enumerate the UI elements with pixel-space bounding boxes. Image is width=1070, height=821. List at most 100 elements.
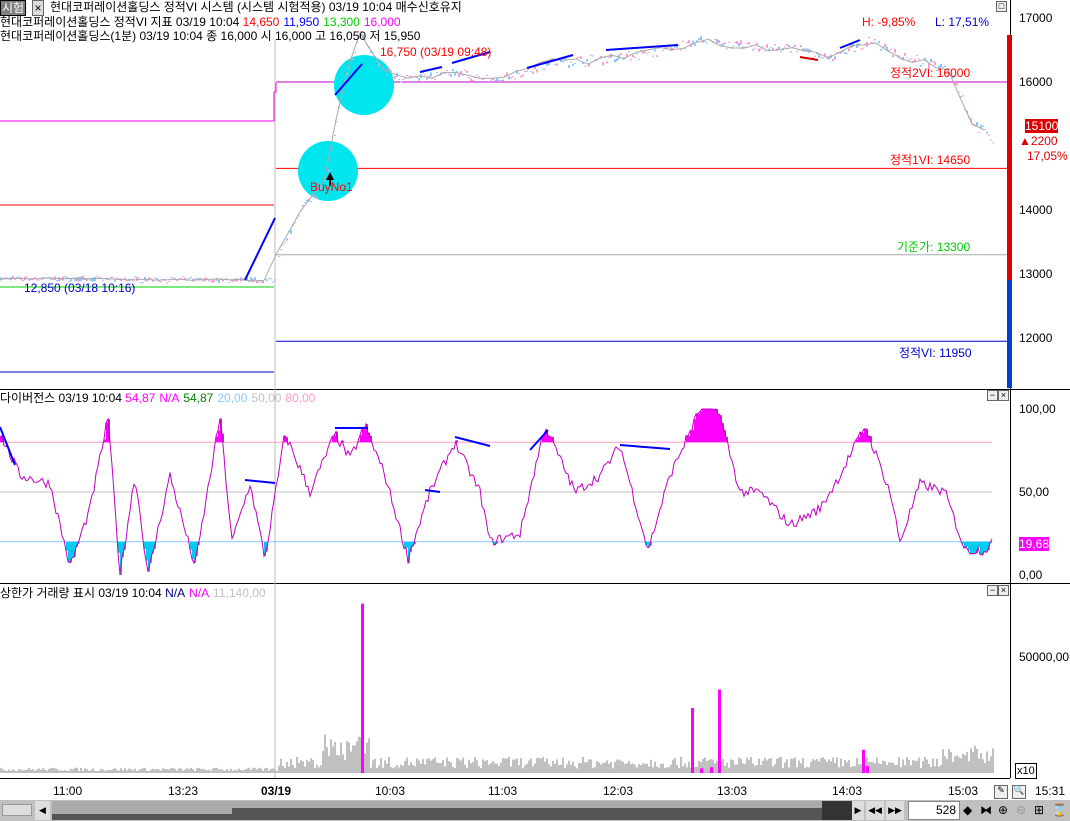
- volume-bar: [98, 770, 100, 773]
- close-panel-button[interactable]: ×: [998, 585, 1009, 596]
- zoom-in-icon[interactable]: ⊕: [998, 803, 1009, 817]
- price-change-pct: 17,05%: [1027, 149, 1068, 163]
- volume-bar: [650, 759, 652, 773]
- volume-bar: [188, 769, 190, 773]
- rewind-button[interactable]: ◀◀: [866, 801, 884, 820]
- oversold-fill: [408, 541, 410, 564]
- candle: [132, 278, 134, 280]
- zoom-tool-button[interactable]: 🔍: [1012, 785, 1026, 799]
- candle: [840, 51, 842, 54]
- candle: [662, 50, 664, 52]
- overbought-fill: [698, 413, 700, 443]
- expand-icon[interactable]: ◆: [963, 803, 973, 817]
- axis-tick: 100,00: [1019, 402, 1056, 416]
- trend-line: [244, 217, 276, 281]
- volume-bar: [150, 769, 152, 773]
- volume-bar: [310, 758, 312, 773]
- candle: [232, 279, 234, 282]
- close-panel-button[interactable]: ×: [998, 390, 1009, 401]
- scroll-track[interactable]: [52, 801, 852, 820]
- candle: [942, 66, 944, 68]
- chart-scrollbar[interactable]: ◀ ▶ ◀◀ ▶▶ 528 ◆ ⧓ ⊕ ⊖ ⊞ ⌛: [0, 800, 1070, 821]
- volume-bar: [184, 769, 186, 773]
- scroll-handle-icon[interactable]: [2, 804, 32, 816]
- draw-tool-button[interactable]: ✎: [994, 785, 1008, 799]
- time-tick: 11:03: [488, 784, 518, 798]
- volume-bar: [294, 768, 296, 773]
- oversold-fill: [152, 541, 154, 554]
- volume-bar: [726, 762, 728, 773]
- volume-bar: [814, 760, 816, 773]
- volume-bar: [62, 770, 64, 773]
- volume-bar: [396, 764, 398, 773]
- candle: [638, 58, 640, 60]
- overbought-fill: [342, 440, 344, 443]
- scroll-right-button[interactable]: ▶: [852, 801, 864, 820]
- volume-bar: [348, 742, 350, 773]
- volume-bar: [352, 745, 354, 773]
- volume-bar: [368, 738, 370, 773]
- minimize-panel-button[interactable]: −: [987, 390, 998, 401]
- candle: [482, 78, 484, 80]
- axis-tick: 17000: [1019, 11, 1053, 25]
- candle: [748, 41, 750, 45]
- forward-button[interactable]: ▶▶: [886, 801, 904, 820]
- volume-bar: [942, 749, 944, 773]
- volume-bar: [836, 757, 838, 773]
- candle: [452, 69, 454, 72]
- candle: [634, 56, 636, 58]
- candle: [846, 52, 848, 54]
- maximize-button[interactable]: □: [996, 1, 1007, 12]
- minimize-panel-button[interactable]: −: [987, 585, 998, 596]
- volume-bar: [596, 761, 598, 773]
- candle: [632, 54, 634, 58]
- reset-icon[interactable]: ⌛: [1052, 803, 1067, 817]
- candle: [266, 279, 268, 281]
- volume-bar: [662, 763, 664, 773]
- overbought-fill: [712, 409, 714, 443]
- volume-bar: [570, 764, 572, 773]
- candle: [112, 276, 114, 278]
- volume-bar: [330, 739, 332, 773]
- volume-bar: [590, 759, 592, 773]
- overbought-fill: [868, 436, 870, 443]
- volume-bar: [644, 764, 646, 773]
- legend-value: N/A: [189, 586, 210, 600]
- volume-bar: [366, 742, 368, 773]
- volume-bar: [400, 764, 402, 773]
- overbought-fill: [864, 428, 866, 443]
- bar-count-input[interactable]: 528: [908, 801, 960, 820]
- overbought-fill: [358, 441, 360, 443]
- close-button[interactable]: ×: [32, 0, 44, 16]
- volume-bar: [742, 763, 744, 773]
- candle: [352, 58, 354, 61]
- candle: [6, 277, 8, 279]
- volume-bar: [30, 769, 32, 773]
- volume-bar: [824, 759, 826, 773]
- scroll-left-button[interactable]: ◀: [35, 801, 50, 820]
- overbought-fill: [860, 432, 862, 443]
- candle: [210, 280, 212, 282]
- shrink-icon[interactable]: ⧓: [980, 803, 992, 817]
- volume-bar: [314, 767, 316, 773]
- volume-bar: [774, 764, 776, 773]
- candle: [734, 41, 736, 43]
- volume-bar: [270, 768, 272, 773]
- volume-bar: [990, 756, 992, 773]
- candle: [150, 278, 152, 280]
- candle: [228, 281, 230, 283]
- zoom-out-icon[interactable]: ⊖: [1016, 803, 1027, 817]
- volume-bar: [380, 758, 382, 773]
- time-tick: 13:23: [168, 784, 199, 798]
- candle: [678, 44, 680, 46]
- volume-bar: [874, 763, 876, 773]
- fit-icon[interactable]: ⊞: [1034, 803, 1045, 817]
- candle: [416, 76, 418, 78]
- candle: [772, 48, 774, 51]
- candle: [680, 49, 682, 51]
- volume-bar: [510, 766, 512, 773]
- oversold-fill: [646, 541, 648, 546]
- axis-tick: 13000: [1019, 267, 1053, 281]
- chart-canvas[interactable]: [0, 0, 1010, 800]
- volume-bar: [302, 761, 304, 773]
